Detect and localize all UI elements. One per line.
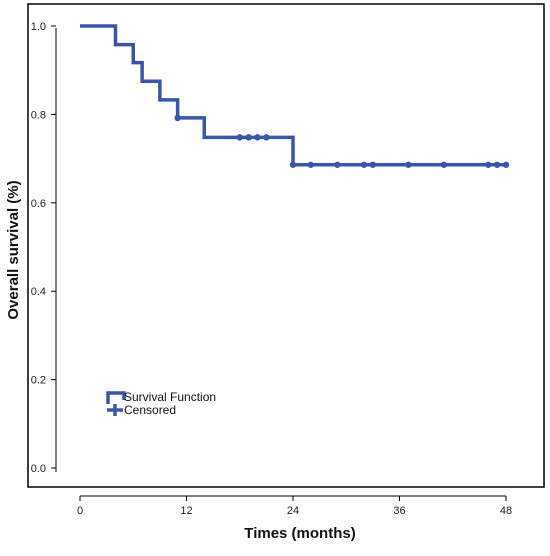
y-axis-title: Overall survival (%) <box>5 180 22 319</box>
legend-censored-label: Censored <box>124 403 176 417</box>
censored-marker <box>263 134 270 141</box>
censored-marker <box>254 134 261 141</box>
x-tick-label: 0 <box>77 505 83 517</box>
censored-marker <box>493 161 501 168</box>
x-tick-label: 36 <box>393 505 405 517</box>
censored-marker <box>369 161 377 168</box>
censored-marker <box>485 161 492 168</box>
legend-survival-icon <box>106 391 126 404</box>
y-axis-ticks: 0.0 0.2 0.4 0.6 0.8 1.0 <box>31 21 56 475</box>
x-axis-title: Times (months) <box>244 525 355 542</box>
censored-marker <box>334 161 341 168</box>
censored-marker <box>174 114 181 122</box>
x-tick-label: 12 <box>180 505 192 517</box>
y-tick-label: 0.4 <box>31 286 46 298</box>
censored-marker <box>307 161 314 168</box>
x-tick-label: 48 <box>500 505 512 517</box>
legend: Survival Function Censored <box>106 390 216 417</box>
x-axis-ticks: 0 12 24 36 48 <box>77 496 512 517</box>
y-tick-label: 0.6 <box>31 198 46 210</box>
censored-marker <box>360 161 368 168</box>
censored-marker <box>289 161 297 168</box>
y-tick-label: 0.8 <box>31 109 46 121</box>
censored-markers <box>174 114 510 168</box>
censored-marker <box>236 134 243 141</box>
y-tick-label: 1.0 <box>31 21 46 33</box>
censored-marker <box>405 161 412 168</box>
censored-marker <box>502 161 510 168</box>
censored-marker <box>440 161 448 168</box>
legend-survival-label: Survival Function <box>124 390 216 404</box>
x-tick-label: 24 <box>287 505 299 517</box>
censored-marker <box>245 134 252 141</box>
y-tick-label: 0.0 <box>31 463 46 475</box>
y-tick-label: 0.2 <box>31 375 46 387</box>
plot-frame <box>27 3 545 488</box>
